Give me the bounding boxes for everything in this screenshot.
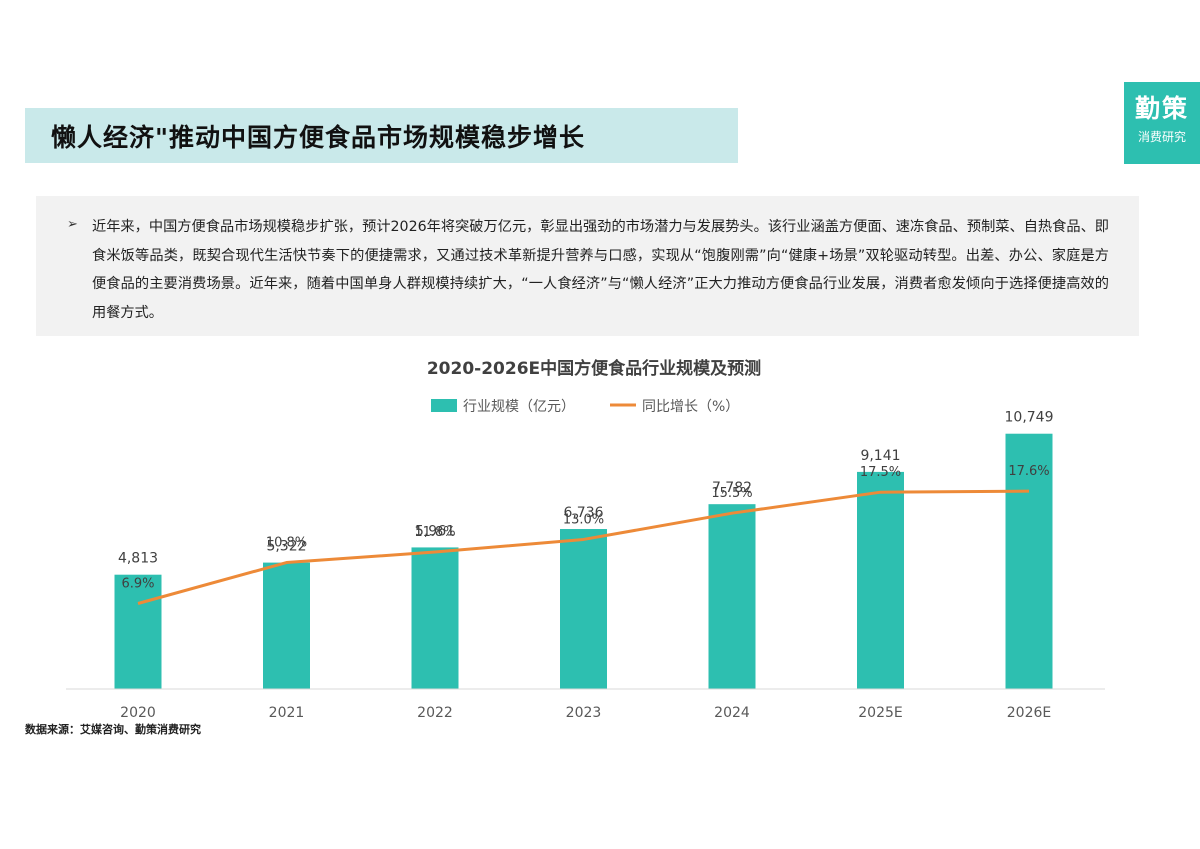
- x-axis: 2020 2021 2022 2023 2024 2025E 2026E: [66, 688, 1105, 720]
- bar: [560, 529, 607, 689]
- x-tick-label: 2020: [120, 705, 156, 720]
- legend-bar-label: 行业规模（亿元）: [463, 399, 575, 415]
- line-value-label: 17.6%: [1008, 464, 1049, 479]
- bar-value-label: 9,141: [860, 448, 900, 464]
- logo-sub-text: 消费研究: [1137, 130, 1186, 144]
- bar: [857, 471, 904, 689]
- line-value-label: 6.9%: [121, 577, 154, 592]
- chart-legend: 行业规模（亿元） 同比增长（%）: [431, 399, 739, 415]
- line-value-label: 10.8%: [266, 536, 307, 551]
- bar-value-label: 5,322: [266, 539, 306, 555]
- x-tick-label: 2021: [269, 705, 305, 720]
- line-series: 6.9% 10.8% 11.8% 13.0% 15.5% 17.5% 17.6%: [121, 464, 1050, 605]
- page-title: 懒人经济"推动中国方便食品市场规模稳步增长: [51, 122, 586, 152]
- bar-value-label: 5,961: [415, 523, 455, 539]
- bar-value-label: 4,813: [118, 551, 158, 567]
- growth-line: [137, 489, 1030, 605]
- x-tick-label: 2022: [417, 705, 453, 720]
- x-tick-label: 2024: [714, 705, 750, 720]
- bar: [1005, 433, 1053, 689]
- bar: [708, 504, 756, 689]
- logo-main-text: 勤策: [1134, 94, 1189, 123]
- chart-title: 2020-2026E中国方便食品行业规模及预测: [427, 358, 761, 379]
- bar: [411, 547, 459, 689]
- line-value-label: 17.5%: [860, 465, 901, 480]
- line-value-label: 13.0%: [563, 512, 604, 527]
- x-tick-label: 2025E: [858, 705, 902, 720]
- bar-value-label: 7,782: [712, 480, 752, 496]
- intro-paragraph: 近年来，中国方便食品市场规模稳步扩张，预计2026年将突破万亿元，彰显出强劲的市…: [92, 219, 1109, 321]
- line-value-label: 15.5%: [711, 486, 752, 501]
- legend-line-label: 同比增长（%）: [642, 399, 739, 415]
- legend-bar-swatch: [431, 399, 457, 412]
- line-value-label: 11.8%: [414, 525, 455, 540]
- x-tick-label: 2023: [566, 705, 602, 720]
- bar: [263, 562, 310, 689]
- intro-box: ➢ 近年来，中国方便食品市场规模稳步扩张，预计2026年将突破万亿元，彰显出强劲…: [36, 196, 1139, 336]
- bar-value-label: 6,736: [563, 505, 603, 521]
- bullet-arrow-icon: ➢: [67, 217, 78, 232]
- x-tick-label: 2026E: [1007, 705, 1051, 720]
- bar: [114, 574, 162, 689]
- bar-series: 4,813 5,322 5,961 6,736 7,782 9,141 10,749: [114, 410, 1054, 689]
- growth-chart: 2020-2026E中国方便食品行业规模及预测 行业规模（亿元） 同比增长（%） …: [66, 358, 1105, 720]
- source-note: 数据来源：艾媒咨询、勤策消费研究: [25, 723, 201, 736]
- brand-logo: 勤策 消费研究: [1124, 82, 1200, 164]
- bar-value-label: 10,749: [1005, 410, 1054, 426]
- title-banner: 懒人经济"推动中国方便食品市场规模稳步增长: [25, 108, 738, 163]
